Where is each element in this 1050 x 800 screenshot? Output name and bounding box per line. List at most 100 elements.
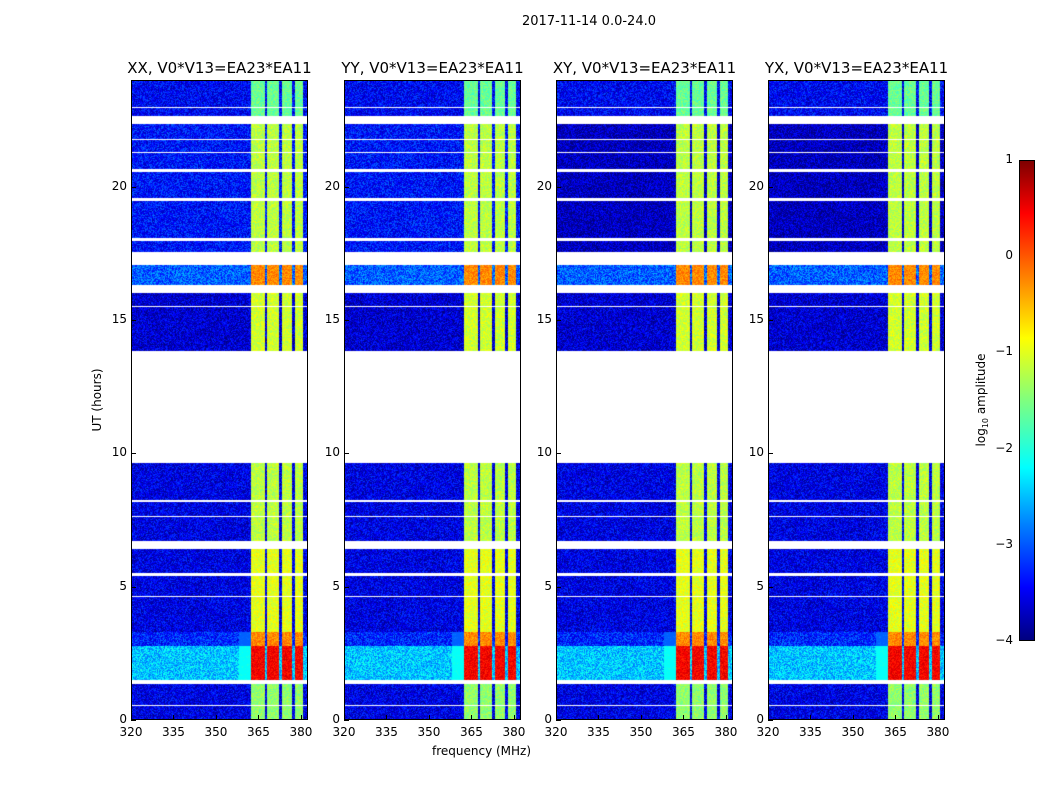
colorbar-tick-label: −2 (995, 440, 1013, 455)
x-tick-mark (937, 715, 939, 720)
heatmap-canvas (769, 81, 944, 719)
y-tick-mark (556, 586, 561, 588)
y-tick-mark (131, 453, 136, 455)
x-tick-mark (895, 715, 897, 720)
x-tick-mark (556, 715, 557, 720)
y-tick-label: 15 (536, 312, 552, 326)
y-tick-label: 5 (119, 578, 127, 593)
x-tick-mark (852, 715, 854, 720)
heatmap-canvas (557, 81, 732, 719)
y-tick-label: 10 (324, 445, 340, 460)
x-tick-mark (386, 715, 388, 720)
y-tick-mark (768, 186, 773, 188)
y-tick-label: 0 (332, 712, 340, 726)
y-tick-label: 15 (324, 312, 340, 326)
x-tick-mark (428, 715, 430, 720)
colorbar (1019, 160, 1035, 641)
y-tick-label: 20 (748, 178, 764, 193)
y-tick-label: 10 (536, 445, 552, 460)
x-tick-label: 350 (629, 725, 653, 739)
x-tick-label: 335 (375, 725, 398, 739)
y-tick-mark (344, 453, 349, 455)
panel-title: YX, V0*V13=EA23*EA11 (764, 59, 949, 77)
x-tick-mark (725, 715, 727, 720)
heatmap-panel-xy (556, 80, 733, 720)
x-tick-label: 350 (204, 725, 228, 739)
x-tick-label: 335 (799, 725, 822, 739)
y-tick-mark (131, 720, 136, 721)
heatmap-panel-yx (768, 80, 945, 720)
y-tick-mark (556, 320, 561, 321)
heatmap-panel-yy (344, 80, 521, 720)
y-tick-mark (131, 186, 136, 188)
y-tick-label: 5 (332, 578, 340, 593)
colorbar-tick-label: 1 (1005, 152, 1013, 166)
colorbar-tick-label: 0 (1005, 248, 1013, 263)
x-tick-label: 365 (459, 725, 483, 739)
x-tick-mark (810, 715, 812, 720)
x-tick-mark (683, 715, 685, 720)
x-tick-label: 365 (883, 725, 907, 739)
y-tick-mark (768, 586, 773, 588)
y-tick-mark (344, 320, 349, 321)
x-tick-mark (471, 715, 473, 720)
y-axis-label: UT (hours) (90, 368, 104, 432)
x-tick-label: 365 (246, 725, 270, 739)
colorbar-label-sub: 10 (981, 417, 991, 429)
heatmap-canvas (345, 81, 520, 719)
colorbar-tick-label: −1 (995, 344, 1013, 359)
y-tick-mark (768, 320, 773, 321)
y-tick-label: 5 (756, 578, 764, 593)
x-tick-mark (640, 715, 642, 720)
y-tick-label: 20 (111, 178, 127, 193)
y-tick-label: 0 (756, 712, 764, 726)
panel-title: XY, V0*V13=EA23*EA11 (552, 59, 737, 77)
colorbar-tick-label: −3 (995, 536, 1013, 551)
x-tick-mark (215, 715, 217, 720)
x-tick-label: 380 (926, 725, 950, 739)
y-tick-label: 15 (111, 312, 127, 326)
y-tick-label: 20 (324, 178, 340, 193)
heatmap-panel-xx (131, 80, 308, 720)
y-tick-mark (131, 320, 136, 321)
x-tick-label: 365 (671, 725, 695, 739)
figure-title: 2017-11-14 0.0-24.0 (522, 14, 656, 29)
x-tick-mark (768, 715, 769, 720)
y-tick-label: 10 (748, 445, 764, 460)
y-tick-label: 20 (536, 178, 552, 193)
y-tick-label: 10 (111, 445, 127, 460)
x-tick-label: 335 (162, 725, 185, 739)
panel-title: YY, V0*V13=EA23*EA11 (341, 59, 524, 77)
x-tick-label: 335 (587, 725, 610, 739)
x-tick-mark (513, 715, 515, 720)
y-tick-label: 5 (544, 578, 552, 593)
panel-title: XX, V0*V13=EA23*EA11 (127, 59, 312, 77)
x-tick-label: 350 (841, 725, 865, 739)
y-tick-mark (556, 720, 561, 721)
x-tick-label: 380 (714, 725, 738, 739)
heatmap-canvas (132, 81, 307, 719)
x-tick-label: 320 (332, 725, 356, 739)
y-tick-mark (768, 453, 773, 455)
x-tick-mark (300, 715, 302, 720)
x-tick-label: 380 (502, 725, 526, 739)
x-tick-label: 320 (119, 725, 143, 739)
y-tick-label: 0 (119, 712, 127, 726)
x-tick-mark (173, 715, 175, 720)
x-tick-label: 380 (289, 725, 313, 739)
y-tick-label: 0 (544, 712, 552, 726)
y-tick-mark (556, 186, 561, 188)
x-tick-mark (258, 715, 260, 720)
x-tick-mark (131, 715, 132, 720)
x-tick-mark (344, 715, 345, 720)
y-tick-mark (344, 186, 349, 188)
x-tick-label: 350 (417, 725, 441, 739)
colorbar-label-rest: amplitude (973, 353, 988, 418)
y-tick-mark (131, 586, 136, 588)
colorbar-tick-label: −4 (995, 633, 1013, 647)
y-tick-mark (344, 720, 349, 721)
x-axis-label: frequency (MHz) (432, 744, 532, 758)
y-tick-label: 15 (748, 312, 764, 326)
x-tick-label: 320 (756, 725, 780, 739)
